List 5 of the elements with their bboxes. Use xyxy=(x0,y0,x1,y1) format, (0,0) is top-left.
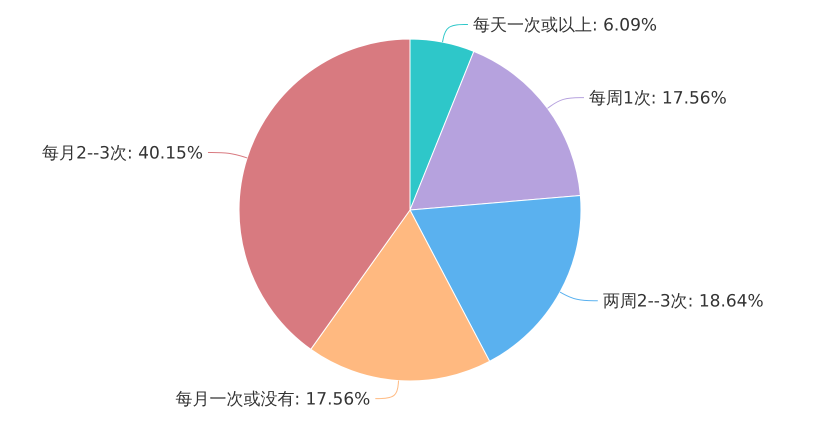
slice-label: 每周1次: 17.56% xyxy=(588,88,727,109)
slice-label: 每天一次或以上: 6.09% xyxy=(472,15,658,36)
slice-label: 每月2--3次: 40.15% xyxy=(42,143,203,164)
slice-label: 两周2--3次: 18.64% xyxy=(602,292,764,312)
slice-label: 每月一次或没有: 17.56% xyxy=(175,390,370,410)
